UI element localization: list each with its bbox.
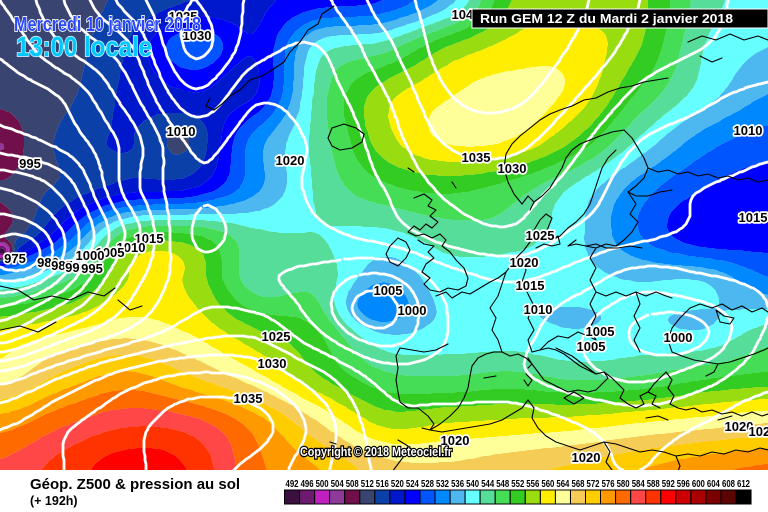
svg-text:1035: 1035 — [234, 391, 263, 406]
svg-text:(+ 192h): (+ 192h) — [30, 494, 78, 508]
svg-text:572: 572 — [587, 479, 600, 490]
svg-text:508: 508 — [346, 479, 359, 490]
svg-text:1030: 1030 — [183, 28, 212, 43]
svg-text:596: 596 — [677, 479, 690, 490]
svg-text:564: 564 — [556, 479, 569, 490]
svg-text:492: 492 — [286, 479, 299, 490]
svg-text:604: 604 — [707, 479, 720, 490]
svg-text:612: 612 — [737, 479, 750, 490]
svg-text:552: 552 — [511, 479, 524, 490]
svg-text:600: 600 — [692, 479, 705, 490]
svg-text:540: 540 — [466, 479, 479, 490]
svg-text:Mercredi 10 janvier 2018: Mercredi 10 janvier 2018 — [14, 14, 201, 36]
svg-text:1020: 1020 — [441, 433, 470, 448]
svg-text:588: 588 — [647, 479, 660, 490]
svg-text:1020: 1020 — [749, 424, 768, 439]
svg-text:496: 496 — [301, 479, 314, 490]
svg-text:1005: 1005 — [577, 339, 606, 354]
svg-text:592: 592 — [662, 479, 675, 490]
svg-text:1010: 1010 — [524, 302, 553, 317]
svg-text:Run GEM 12 Z du Mardi 2 janvie: Run GEM 12 Z du Mardi 2 janvier 2018 — [480, 11, 733, 26]
svg-text:1020: 1020 — [572, 450, 601, 465]
svg-text:556: 556 — [526, 479, 539, 490]
svg-text:Copyright © 2018 Meteociel.fr: Copyright © 2018 Meteociel.fr — [300, 444, 452, 459]
svg-text:512: 512 — [361, 479, 374, 490]
svg-text:1025: 1025 — [262, 329, 291, 344]
svg-text:568: 568 — [572, 479, 585, 490]
svg-text:524: 524 — [406, 479, 419, 490]
svg-text:516: 516 — [376, 479, 389, 490]
svg-text:1020: 1020 — [725, 419, 754, 434]
svg-text:1005: 1005 — [96, 245, 125, 260]
svg-text:995: 995 — [19, 156, 41, 171]
svg-text:548: 548 — [496, 479, 509, 490]
svg-text:1000: 1000 — [398, 303, 427, 318]
svg-text:1025: 1025 — [526, 228, 555, 243]
svg-text:980: 980 — [37, 255, 59, 270]
svg-text:528: 528 — [421, 479, 434, 490]
svg-text:532: 532 — [436, 479, 449, 490]
svg-text:520: 520 — [391, 479, 404, 490]
svg-text:580: 580 — [617, 479, 630, 490]
svg-text:1020: 1020 — [510, 255, 539, 270]
svg-text:1010: 1010 — [734, 123, 763, 138]
svg-text:1030: 1030 — [498, 161, 527, 176]
svg-text:608: 608 — [722, 479, 735, 490]
svg-text:990: 990 — [65, 260, 87, 275]
svg-text:1015: 1015 — [135, 231, 164, 246]
svg-text:1020: 1020 — [276, 153, 305, 168]
svg-text:1035: 1035 — [462, 150, 491, 165]
svg-text:1015: 1015 — [739, 210, 768, 225]
svg-text:Géop. Z500 & pression au sol: Géop. Z500 & pression au sol — [30, 476, 240, 493]
svg-text:1025: 1025 — [169, 9, 198, 24]
svg-text:975: 975 — [4, 251, 26, 266]
svg-text:544: 544 — [481, 479, 494, 490]
svg-text:500: 500 — [316, 479, 329, 490]
svg-text:13:00 locale: 13:00 locale — [16, 31, 152, 62]
svg-text:1000: 1000 — [664, 330, 693, 345]
svg-text:576: 576 — [602, 479, 615, 490]
svg-text:1005: 1005 — [586, 324, 615, 339]
svg-text:1010: 1010 — [117, 240, 146, 255]
svg-text:1015: 1015 — [516, 278, 545, 293]
svg-text:1000: 1000 — [76, 248, 105, 263]
svg-text:1030: 1030 — [258, 356, 287, 371]
svg-text:584: 584 — [632, 479, 645, 490]
svg-text:1010: 1010 — [167, 124, 196, 139]
svg-text:985: 985 — [51, 258, 73, 273]
svg-text:1005: 1005 — [374, 283, 403, 298]
svg-text:560: 560 — [541, 479, 554, 490]
svg-text:504: 504 — [331, 479, 344, 490]
svg-text:536: 536 — [451, 479, 464, 490]
svg-text:995: 995 — [81, 261, 103, 276]
